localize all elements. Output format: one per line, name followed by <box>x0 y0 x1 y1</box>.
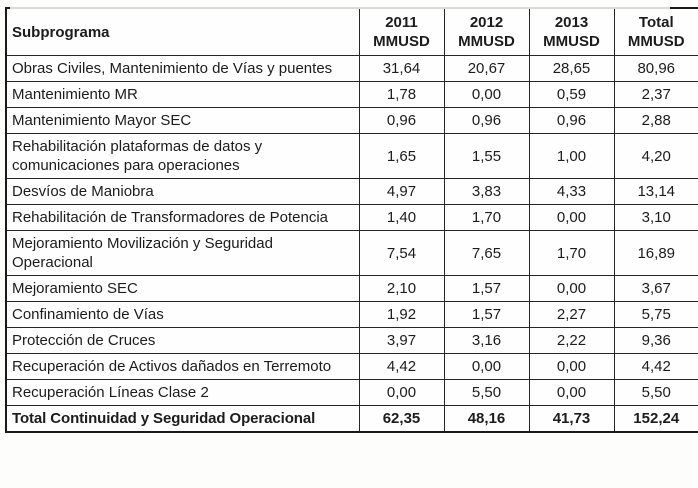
value-cell-2013: 0,00 <box>528 379 615 406</box>
row-label-cell: Recuperación de Activos dañados en Terre… <box>5 353 360 380</box>
total-value-cell-2011: 62,35 <box>358 405 445 433</box>
value-cell-2011: 7,54 <box>358 230 445 276</box>
value-cell-total: 80,96 <box>613 55 698 82</box>
total-label-cell: Total Continuidad y Seguridad Operaciona… <box>5 405 360 433</box>
subprogram-budget-table: Subprograma 2011 MMUSD 2012 MMUSD 2013 M… <box>5 7 698 433</box>
value-cell-total: 5,75 <box>613 301 698 328</box>
value-cell-2011: 1,92 <box>358 301 445 328</box>
table-row: Mantenimiento Mayor SEC 0,96 0,96 0,96 2… <box>5 107 698 134</box>
value-cell-2012: 1,55 <box>443 133 530 179</box>
value-cell-2012: 3,16 <box>443 327 530 354</box>
value-cell-total: 2,37 <box>613 81 698 108</box>
value-cell-2013: 28,65 <box>528 55 615 82</box>
value-cell-2013: 4,33 <box>528 178 615 205</box>
total-value-cell-total: 152,24 <box>613 405 698 433</box>
table-row: Rehabilitación de Transformadores de Pot… <box>5 204 698 231</box>
table-row: Mejoramiento Movilización y Seguridad Op… <box>5 230 698 276</box>
row-label-cell: Mejoramiento Movilización y Seguridad Op… <box>5 230 360 276</box>
header-cell-2011: 2011 MMUSD <box>358 7 445 56</box>
value-cell-2013: 2,27 <box>528 301 615 328</box>
document-page: Subprograma 2011 MMUSD 2012 MMUSD 2013 M… <box>0 7 698 488</box>
row-label-cell: Mantenimiento Mayor SEC <box>5 107 360 134</box>
table-row: Rehabilitación plataformas de datos y co… <box>5 133 698 179</box>
value-cell-total: 2,88 <box>613 107 698 134</box>
value-cell-2012: 7,65 <box>443 230 530 276</box>
value-cell-2011: 2,10 <box>358 275 445 302</box>
value-cell-2012: 0,96 <box>443 107 530 134</box>
value-cell-total: 5,50 <box>613 379 698 406</box>
value-cell-total: 9,36 <box>613 327 698 354</box>
table-body: Obras Civiles, Mantenimiento de Vías y p… <box>5 55 698 433</box>
value-cell-2013: 0,00 <box>528 204 615 231</box>
total-row: Total Continuidad y Seguridad Operaciona… <box>5 405 698 433</box>
row-label-cell: Mejoramiento SEC <box>5 275 360 302</box>
table-row: Recuperación de Activos dañados en Terre… <box>5 353 698 380</box>
table-row: Confinamiento de Vías 1,92 1,57 2,27 5,7… <box>5 301 698 328</box>
value-cell-2013: 0,59 <box>528 81 615 108</box>
value-cell-2013: 1,70 <box>528 230 615 276</box>
row-label-cell: Rehabilitación plataformas de datos y co… <box>5 133 360 179</box>
value-cell-2012: 0,00 <box>443 81 530 108</box>
value-cell-2013: 0,00 <box>528 353 615 380</box>
value-cell-2011: 0,96 <box>358 107 445 134</box>
value-cell-total: 4,20 <box>613 133 698 179</box>
value-cell-2012: 1,57 <box>443 275 530 302</box>
table-header: Subprograma 2011 MMUSD 2012 MMUSD 2013 M… <box>5 7 698 56</box>
value-cell-2011: 31,64 <box>358 55 445 82</box>
value-cell-total: 13,14 <box>613 178 698 205</box>
value-cell-total: 3,67 <box>613 275 698 302</box>
value-cell-2011: 0,00 <box>358 379 445 406</box>
value-cell-total: 3,10 <box>613 204 698 231</box>
value-cell-2011: 1,65 <box>358 133 445 179</box>
value-cell-2012: 20,67 <box>443 55 530 82</box>
value-cell-2013: 0,00 <box>528 275 615 302</box>
header-cell-2013: 2013 MMUSD <box>528 7 615 56</box>
value-cell-2011: 3,97 <box>358 327 445 354</box>
row-label-cell: Mantenimiento MR <box>5 81 360 108</box>
table-row: Desvíos de Maniobra 4,97 3,83 4,33 13,14 <box>5 178 698 205</box>
value-cell-2011: 1,40 <box>358 204 445 231</box>
value-cell-total: 16,89 <box>613 230 698 276</box>
value-cell-2013: 1,00 <box>528 133 615 179</box>
scan-artifact-line <box>10 7 670 9</box>
value-cell-2012: 1,70 <box>443 204 530 231</box>
row-label-cell: Protección de Cruces <box>5 327 360 354</box>
value-cell-2012: 5,50 <box>443 379 530 406</box>
value-cell-2013: 2,22 <box>528 327 615 354</box>
value-cell-2012: 0,00 <box>443 353 530 380</box>
value-cell-2011: 4,42 <box>358 353 445 380</box>
header-cell-2012: 2012 MMUSD <box>443 7 530 56</box>
value-cell-total: 4,42 <box>613 353 698 380</box>
value-cell-2012: 3,83 <box>443 178 530 205</box>
total-value-cell-2012: 48,16 <box>443 405 530 433</box>
value-cell-2011: 1,78 <box>358 81 445 108</box>
table-row: Obras Civiles, Mantenimiento de Vías y p… <box>5 55 698 82</box>
row-label-cell: Obras Civiles, Mantenimiento de Vías y p… <box>5 55 360 82</box>
row-label-cell: Recuperación Líneas Clase 2 <box>5 379 360 406</box>
row-label-cell: Rehabilitación de Transformadores de Pot… <box>5 204 360 231</box>
total-value-cell-2013: 41,73 <box>528 405 615 433</box>
value-cell-2012: 1,57 <box>443 301 530 328</box>
table-row: Recuperación Líneas Clase 2 0,00 5,50 0,… <box>5 379 698 406</box>
header-cell-subprograma: Subprograma <box>5 7 360 56</box>
row-label-cell: Desvíos de Maniobra <box>5 178 360 205</box>
value-cell-2011: 4,97 <box>358 178 445 205</box>
value-cell-2013: 0,96 <box>528 107 615 134</box>
header-row: Subprograma 2011 MMUSD 2012 MMUSD 2013 M… <box>5 7 698 56</box>
table-row: Mantenimiento MR 1,78 0,00 0,59 2,37 <box>5 81 698 108</box>
row-label-cell: Confinamiento de Vías <box>5 301 360 328</box>
table-row: Protección de Cruces 3,97 3,16 2,22 9,36 <box>5 327 698 354</box>
table-row: Mejoramiento SEC 2,10 1,57 0,00 3,67 <box>5 275 698 302</box>
header-cell-total: Total MMUSD <box>613 7 698 56</box>
